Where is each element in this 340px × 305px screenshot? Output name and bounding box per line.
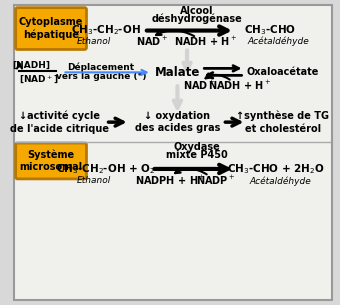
Text: Oxaloacétate: Oxaloacétate	[246, 67, 319, 77]
Text: ↓activité cycle
de l'acide citrique: ↓activité cycle de l'acide citrique	[10, 111, 109, 134]
Text: mixte P450: mixte P450	[166, 150, 227, 160]
Text: NAD$^+$: NAD$^+$	[184, 79, 216, 92]
Text: NAD$^+$: NAD$^+$	[136, 35, 168, 48]
Text: CH$_3$-CHO: CH$_3$-CHO	[244, 24, 296, 38]
Text: NADH + H$^+$: NADH + H$^+$	[174, 35, 238, 48]
Text: NADP$^+$: NADP$^+$	[196, 174, 235, 187]
Text: vers la gauche (*): vers la gauche (*)	[56, 72, 146, 81]
Text: Ethanol: Ethanol	[77, 37, 111, 46]
Text: NADH + H$^+$: NADH + H$^+$	[208, 79, 271, 92]
Text: Acétaldéhyde: Acétaldéhyde	[249, 176, 311, 186]
Text: Acétaldéhyde: Acétaldéhyde	[247, 37, 309, 46]
FancyBboxPatch shape	[16, 143, 86, 179]
Text: Oxydase: Oxydase	[173, 142, 220, 152]
Text: Ethanol: Ethanol	[77, 176, 111, 185]
Text: [NADH]: [NADH]	[12, 61, 50, 70]
Text: CH$_3$-CH$_2$-OH + O$_2$: CH$_3$-CH$_2$-OH + O$_2$	[56, 162, 155, 176]
Text: Cytoplasme
hépatique: Cytoplasme hépatique	[19, 17, 83, 40]
Text: Alcool: Alcool	[180, 6, 213, 16]
Text: Système
microsomal: Système microsomal	[19, 149, 83, 172]
FancyBboxPatch shape	[14, 5, 332, 300]
Text: Malate: Malate	[155, 66, 200, 79]
Text: déshydrogénase: déshydrogénase	[151, 13, 242, 24]
Text: [NAD$^+$]: [NAD$^+$]	[19, 73, 58, 85]
Text: NADPH + H$^+$: NADPH + H$^+$	[136, 174, 206, 187]
FancyBboxPatch shape	[16, 8, 86, 49]
Text: CH$_3$-CH$_2$-OH: CH$_3$-CH$_2$-OH	[71, 24, 140, 38]
Text: Déplacement: Déplacement	[67, 63, 134, 72]
Text: ↓ oxydation
des acides gras: ↓ oxydation des acides gras	[135, 111, 220, 133]
Text: ↑synthèse de TG
et cholestérol: ↑synthèse de TG et cholestérol	[236, 111, 329, 134]
Text: CH$_3$-CHO + 2H$_2$O: CH$_3$-CHO + 2H$_2$O	[227, 162, 325, 176]
